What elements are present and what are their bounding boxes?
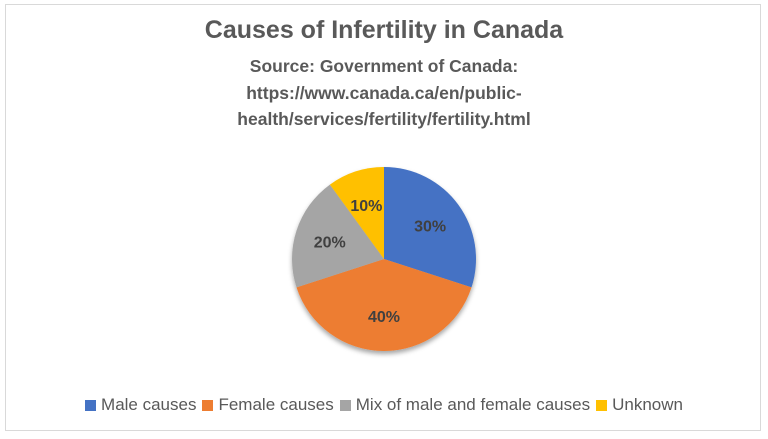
legend-item-female: Female causes — [202, 395, 334, 415]
pie-slice-mix — [292, 184, 384, 288]
chart-subtitle-line-2: https://www.canada.ca/en/public- — [246, 83, 522, 103]
legend-item-unknown: Unknown — [596, 395, 683, 415]
chart-subtitle-line-1: Source: Government of Canada: — [249, 56, 519, 76]
pie-label-female: 40% — [368, 309, 400, 326]
pie-label-mix: 20% — [314, 234, 346, 251]
legend-swatch-icon — [85, 399, 97, 411]
pie-slice-unknown — [329, 167, 384, 259]
pie-slice-female — [296, 259, 472, 351]
pie-slice-male — [384, 167, 476, 288]
pie-label-male: 30% — [414, 218, 446, 235]
legend-label: Mix of male and female causes — [355, 395, 591, 414]
legend-label: Male causes — [101, 395, 197, 414]
pie-label-unknown: 10% — [350, 198, 382, 215]
chart-subtitle-line-3: health/services/fertility/fertility.html — [237, 109, 531, 129]
legend-item-mix: Mix of male and female causes — [339, 395, 591, 415]
legend-swatch-icon — [339, 399, 351, 411]
chart-title: Causes of Infertility in Canada — [204, 16, 564, 44]
legend-label: Female causes — [218, 395, 334, 414]
legend-swatch-icon — [596, 399, 608, 411]
legend-label: Unknown — [612, 395, 683, 414]
chart-legend: Male causes Female causes Mix of male an… — [0, 395, 768, 415]
legend-swatch-icon — [202, 399, 214, 411]
legend-item-male: Male causes — [85, 395, 196, 415]
